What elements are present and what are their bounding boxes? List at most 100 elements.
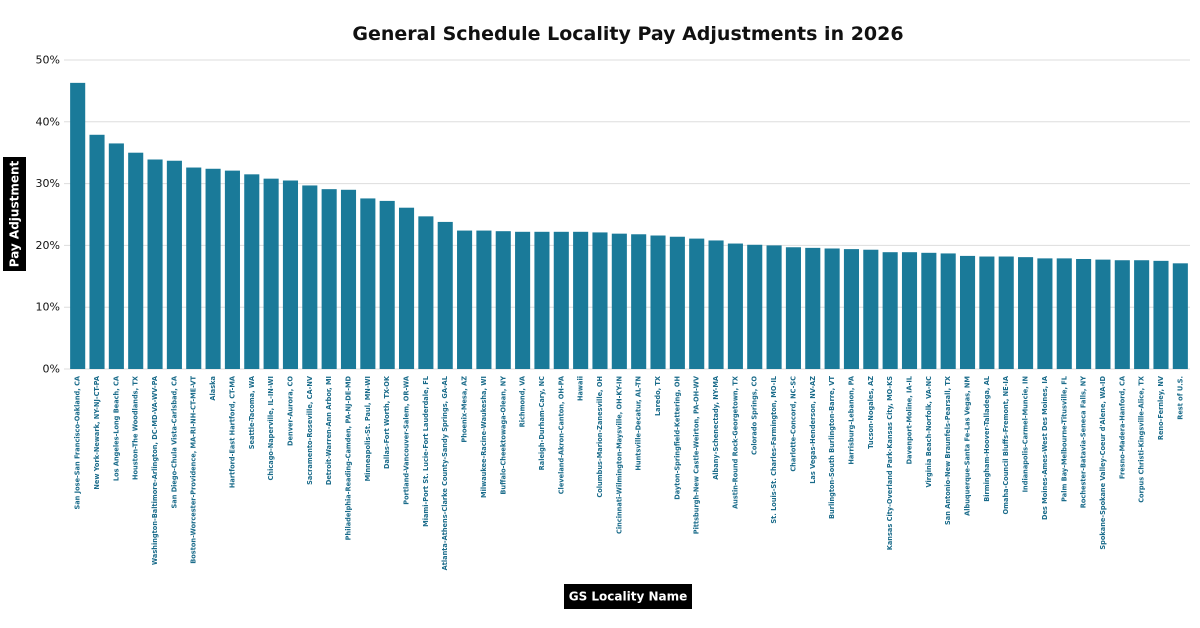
bars [70,82,1188,369]
bar [1076,258,1092,369]
x-tick-label: Birmingham-Hoover-Talladega, AL [983,375,991,502]
x-tick-label: Rochester-Batavia-Seneca Falls, NY [1080,376,1088,508]
x-tick-label: Huntsville-Decatur, AL-TN [635,376,643,471]
x-tick-label: Minneapolis-St. Paul, MN-WI [364,376,372,481]
bar [785,247,801,369]
y-tick-label: 30% [36,177,60,190]
bar [766,245,782,369]
x-tick-label: Laredo, TX [654,376,662,416]
bar [437,221,453,369]
y-tick-labels: 0% 10% 20% 30% 40% 50% [36,54,60,376]
x-tick-label: Palm Bay-Melbourne-Titusville, FL [1060,375,1068,502]
x-tick-label: Rest of U.S. [1176,376,1184,420]
x-tick-label: Davenport-Moline, IA-IL [906,375,914,464]
bar [747,244,763,369]
x-tick-label: Hartford-East Hartford, CT-MA [228,375,236,488]
x-tick-label: Albuquerque-Santa Fe-Las Vegas, NM [964,376,972,516]
bar [901,252,918,369]
x-tick-label: Tucson-Nogales, AZ [867,376,875,449]
x-tick-label: Des Moines-Ames-West Des Moines, IA [1041,375,1049,520]
x-tick-label: St. Louis-St. Charles-Farmington, MO-IL [770,375,778,523]
bar [611,233,627,369]
x-tick-label: Omaha-Council Bluffs-Fremont, NE-IA [1002,375,1010,514]
x-tick-label: Corpus Christi-Kingsville-Alice, TX [1138,376,1146,503]
chart-title: General Schedule Locality Pay Adjustment… [352,23,903,45]
x-tick-label: Las Vegas-Henderson, NV-AZ [809,376,817,484]
bar [650,235,666,369]
x-tick-label: San Antonio-New Braunfels-Pearsall, TX [944,376,952,525]
bar [689,238,705,369]
y-axis-label-background [3,157,26,271]
x-tick-label: Indianapolis-Carmel-Muncie, IN [1022,376,1030,492]
bar [843,249,860,369]
x-tick-label: San Diego-Chula Vista-Carlsbad, CA [170,375,178,508]
x-axis-label-text: GS Locality Name [569,590,688,604]
x-tick-label: Boston-Worcester-Providence, MA-RI-NH-CT… [190,376,198,564]
bar [186,167,202,369]
bar [379,200,395,369]
x-tick-labels: San Jose-San Francisco-Oakland, CA New Yo… [74,375,1185,570]
x-tick-label: Cleveland-Akron-Canton, OH-PA [557,375,565,494]
bar [631,234,647,369]
bar [708,240,724,369]
y-tick-label: 50% [36,54,60,67]
bar [534,231,550,369]
x-tick-label: Miami-Port St. Lucie-Fort Lauderdale, FL [422,375,430,527]
x-tick-label: Columbus-Marion-Zanesville, OH [596,376,604,498]
bar [244,174,260,369]
bar [302,185,318,369]
bar [592,232,608,369]
x-tick-label: Pittsburgh-New Castle-Weirton, PA-OH-WV [693,375,701,534]
x-tick-label: Austin-Round Rock-Georgetown, TX [731,376,739,509]
bar [457,230,473,369]
bar [805,247,821,369]
y-axis-label-text: Pay Adjustment [8,160,22,267]
y-axis-label: Pay Adjustment [3,157,26,271]
bar [147,159,163,369]
bar [205,168,221,369]
x-tick-label: Dayton-Springfield-Kettering, OH [673,376,681,500]
x-tick-label: Sacramento-Roseville, CA-NV [306,375,314,485]
bar [360,198,376,369]
bar [89,134,105,369]
x-tick-label: Raleigh-Durham-Cary, NC [538,376,546,470]
x-tick-label: San Jose-San Francisco-Oakland, CA [74,375,82,509]
y-tick-label: 20% [36,239,60,252]
x-tick-label: Portland-Vancouver-Salem, OR-WA [403,375,411,505]
bar [1037,258,1053,369]
x-tick-label: Milwaukee-Racine-Waukesha, WI [480,376,488,498]
y-tick-label: 10% [36,301,60,314]
bar [959,255,976,369]
bar [1134,260,1150,369]
x-tick-label: Spokane-Spokane Valley-Coeur d'Alene, WA… [1099,375,1107,549]
bar [70,82,86,369]
bar [166,160,182,369]
x-tick-label: Colorado Springs, CO [751,376,759,455]
x-tick-label: New York-Newark, NY-NJ-CT-PA [93,375,101,490]
bar [863,249,879,369]
x-tick-label: Buffalo-Cheektowaga-Olean, NY [499,376,507,495]
x-tick-label: Seattle-Tacoma, WA [248,375,256,449]
bar [108,143,124,369]
bar [669,236,685,369]
bar [921,252,937,369]
x-axis-label-background [564,584,692,609]
bar [340,189,357,369]
x-tick-label: Phoenix-Mesa, AZ [461,376,469,443]
x-tick-label: Richmond, VA [519,375,527,427]
x-tick-label: Washington-Baltimore-Arlington, DC-MD-VA… [151,375,159,565]
bar [1172,263,1188,369]
bar [398,207,415,369]
bar [979,256,995,369]
x-tick-label: Detroit-Warren-Ann Arbor, MI [325,376,333,485]
x-tick-label: Fresno-Madera-Hanford, CA [1118,375,1126,479]
bar [573,231,589,369]
x-tick-label: Denver-Aurora, CO [286,376,294,446]
bar [998,256,1014,369]
x-tick-label: Kansas City-Overland Park-Kansas City, M… [886,376,894,550]
x-tick-label: Albany-Schenectady, NY-MA [712,375,720,480]
bar [1018,257,1034,369]
bar [553,231,569,369]
x-tick-label: Harrisburg-Lebanon, PA [847,375,855,465]
